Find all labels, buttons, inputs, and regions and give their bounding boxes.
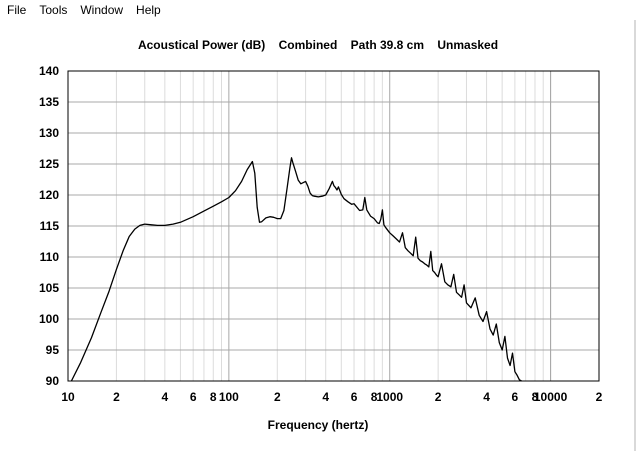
x-tick-label: 8 — [371, 390, 378, 404]
x-tick-label: 100 — [219, 390, 239, 404]
x-tick-label: 4 — [322, 390, 329, 404]
y-tick-label: 120 — [39, 188, 59, 202]
menu-tools[interactable]: Tools — [39, 3, 68, 17]
menu-bar: File Tools Window Help — [0, 0, 636, 20]
x-tick-label: 8 — [532, 390, 539, 404]
y-tick-label: 110 — [40, 250, 60, 264]
x-tick-label: 2 — [113, 390, 120, 404]
x-tick-label: 1000 — [376, 390, 403, 404]
y-tick-label: 90 — [46, 374, 60, 388]
menu-window[interactable]: Window — [80, 3, 124, 17]
x-tick-label: 8 — [210, 390, 217, 404]
y-tick-labels: 90 95 100 105 110 115 120 125 130 135 140 — [39, 64, 59, 388]
plot-frame — [67, 70, 600, 382]
menu-file[interactable]: File — [7, 3, 27, 17]
y-tick-label: 105 — [39, 281, 59, 295]
x-tick-label: 2 — [435, 390, 442, 404]
x-tick-label: 6 — [190, 390, 197, 404]
x-tick-label: 6 — [351, 390, 358, 404]
y-tick-label: 125 — [39, 157, 59, 171]
x-tick-label: 2 — [274, 390, 281, 404]
x-tick-label: 2 — [596, 390, 603, 404]
series-line-acoustical-power — [70, 157, 522, 382]
x-tick-label: 10 — [61, 390, 75, 404]
chart-title: Acoustical Power (dB) Combined Path 39.8… — [137, 38, 499, 52]
x-tick-label: 4 — [162, 390, 169, 404]
y-tick-label: 130 — [39, 126, 59, 140]
window-right-edge — [634, 20, 636, 451]
menu-help[interactable]: Help — [136, 3, 161, 17]
x-tick-label: 4 — [483, 390, 490, 404]
y-tick-label: 95 — [46, 343, 60, 357]
x-axis-label: Frequency (hertz) — [267, 418, 369, 432]
grid-major — [68, 71, 599, 381]
x-tick-label: 6 — [512, 390, 519, 404]
y-tick-label: 115 — [40, 219, 60, 233]
y-tick-label: 135 — [39, 95, 59, 109]
x-tick-label: 10000 — [534, 390, 568, 404]
y-tick-label: 100 — [39, 312, 59, 326]
y-tick-label: 140 — [39, 64, 59, 78]
